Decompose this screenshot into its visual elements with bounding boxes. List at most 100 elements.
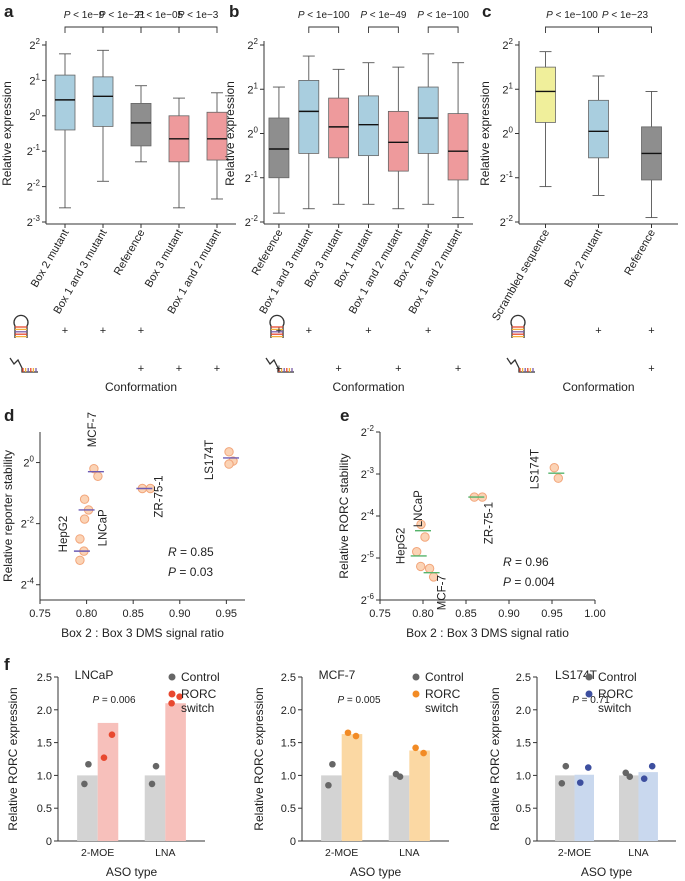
legend-marker-control: [585, 673, 593, 681]
hairpin-outline: [269, 314, 285, 338]
data-point: [549, 463, 559, 473]
cell-line-title: LNCaP: [75, 668, 114, 682]
y-tick-label: 0: [46, 836, 52, 848]
y-tick-label: 2-3: [27, 214, 41, 229]
y-tick-label: 0.5: [281, 803, 296, 815]
category-label: Reference: [112, 228, 148, 278]
cell-line-label: MCF-7: [437, 575, 449, 610]
y-tick-label: 1.5: [281, 738, 296, 750]
boxplot-panel-c: c 22 21 20 2-1 2-2 Relative expression Scramble…: [478, 2, 678, 394]
y-tick-label: 2-2: [245, 214, 259, 229]
bar-rorc-switch: [165, 703, 186, 841]
bar-panel-mcf-7: MCF-7 P = 0.005 0 0.5 1.0 1.5 2.0 2.5 Relative R…: [252, 668, 464, 879]
significance-bracket: [64, 26, 104, 33]
x-tick-label: 0.80: [76, 608, 97, 620]
cell-line-label: HepG2: [58, 516, 70, 552]
legend-marker-rorc-switch: [585, 690, 593, 698]
data-point: [224, 447, 234, 457]
data-point: [553, 473, 563, 483]
legend-label: Control: [181, 670, 220, 684]
p-value-label: P = 0.71: [572, 695, 610, 706]
significance-bracket: [598, 26, 652, 33]
box-box-1-and-3-mutant: [92, 76, 114, 127]
box-box-1-and-3-mutant: [298, 80, 320, 154]
bar-control: [321, 775, 342, 841]
data-point-control: [81, 780, 88, 788]
x-axis-label: Box 2 : Box 3 DMS signal ratio: [61, 626, 224, 640]
p-statistic: P = 0.03: [168, 565, 213, 579]
x-tick-label: 0.90: [498, 608, 519, 620]
y-tick-label: 0.5: [516, 803, 531, 815]
linear-rna-outline: [9, 357, 38, 373]
category-label: LNA: [628, 847, 648, 859]
linear-rna-outline: [265, 357, 294, 373]
box-box-2-mutant: [54, 74, 76, 131]
x-axis-label: Box 2 : Box 3 DMS signal ratio: [406, 626, 569, 640]
y-tick-label: 21: [29, 72, 40, 87]
conformation-mark: +: [62, 325, 68, 337]
x-axis-label: ASO type: [350, 865, 402, 879]
cell-line-label: LNCaP: [413, 490, 425, 527]
x-tick-label: 0.85: [122, 608, 143, 620]
legend-marker-control: [412, 673, 420, 681]
conformation-label: Conformation: [332, 380, 404, 394]
conformation-mark: +: [365, 325, 371, 337]
x-tick-label: 1.00: [584, 608, 605, 620]
data-point-rorc-switch: [176, 693, 183, 700]
p-statistic: P = 0.004: [503, 575, 555, 589]
conformation-mark: +: [648, 363, 654, 375]
bar-panel-lncap: f LNCaP P = 0.006 0 0.5 1.0 1.5 2.0 2.5 Relative …: [4, 655, 220, 879]
category-label: Box 1 and 2 mutant: [407, 228, 465, 317]
conformation-mark: +: [276, 363, 282, 375]
cell-line-label: ZR-75-1: [153, 475, 165, 517]
legend-label: switch: [181, 701, 214, 715]
conformation-mark: +: [276, 325, 282, 337]
y-axis-label: Relative expression: [0, 81, 14, 186]
cell-line-label: ZR-75-1: [483, 502, 495, 544]
data-point-control: [325, 781, 332, 789]
x-tick-label: 0.95: [541, 608, 562, 620]
y-tick-label: 2-6: [361, 592, 375, 607]
y-tick-label: 2-1: [245, 170, 259, 185]
box-box-1-mutant: [358, 95, 379, 157]
conformation-mark: +: [395, 363, 401, 375]
data-point-rorc-switch: [168, 699, 175, 707]
y-tick-label: 2-1: [27, 143, 41, 158]
conformation-mark: +: [648, 325, 654, 337]
significance-bracket: [368, 26, 399, 33]
category-label: Box 3 mutant: [143, 228, 186, 290]
legend-label: switch: [425, 701, 458, 715]
conformation-mark: +: [138, 325, 144, 337]
hairpin-outline: [13, 314, 29, 338]
bar-rorc-switch: [574, 774, 594, 841]
scatter-panel-d: d 0.75 0.80 0.85 0.90 0.95 20 2-2 2-4 Box 2 : Box…: [1, 406, 245, 640]
legend-label: switch: [598, 701, 631, 715]
y-tick-label: 2-4: [361, 508, 375, 523]
conformation-label: Conformation: [105, 380, 177, 394]
category-label: Box 2 mutant: [562, 228, 605, 290]
bar-control: [619, 775, 639, 841]
y-axis-label: Relative expression: [478, 81, 492, 186]
x-tick-label: 0.75: [369, 608, 390, 620]
data-point: [75, 534, 85, 544]
legend-marker-rorc-switch: [412, 690, 420, 698]
data-point-rorc-switch: [344, 729, 352, 737]
data-point-rorc-switch: [584, 764, 592, 771]
data-point-control: [562, 762, 570, 770]
y-tick-label: 1.0: [516, 770, 531, 782]
scatter-panel-e: e 0.75 0.80 0.85 0.90 0.95 1.00 2-2 2-3 2-4 2-5 2-6…: [337, 406, 606, 640]
data-point-control: [329, 760, 336, 768]
bar-rorc-switch: [97, 722, 119, 841]
data-point: [79, 494, 90, 504]
panel-letter: c: [482, 2, 491, 21]
data-point-control: [85, 760, 92, 768]
y-tick-label: 2-1: [500, 170, 514, 185]
box-box-2-mutant: [588, 99, 609, 159]
hairpin-outline: [510, 314, 526, 338]
data-point-control: [622, 769, 630, 777]
bar-rorc-switch: [409, 750, 430, 841]
cell-line-label: LNCaP: [98, 509, 110, 546]
y-tick-label: 2.0: [37, 705, 52, 717]
